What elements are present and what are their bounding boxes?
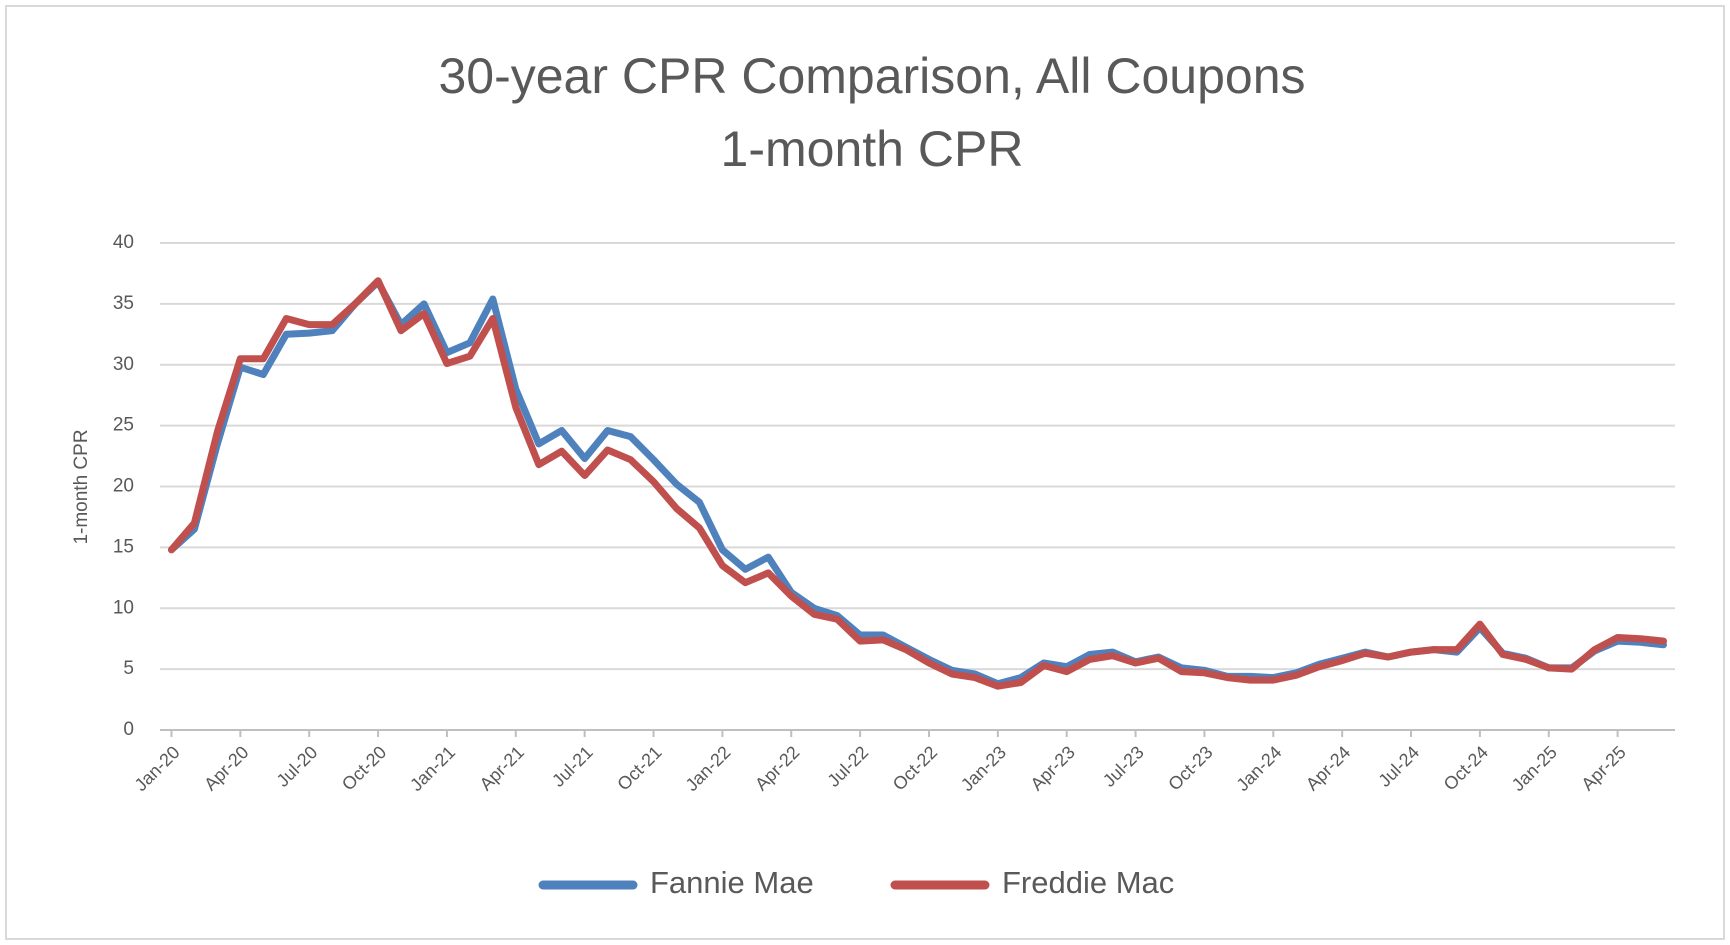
line-series: [168, 277, 1667, 690]
y-tick-label: 40: [113, 232, 134, 253]
legend-label: Freddie Mac: [1002, 865, 1174, 900]
chart-title: 30-year CPR Comparison, All Coupons: [438, 48, 1305, 104]
y-tick-label: 5: [123, 658, 134, 679]
y-tick-label: 25: [113, 415, 134, 436]
chart-subtitle: 1-month CPR: [721, 121, 1024, 177]
chart-frame: [5, 5, 1725, 940]
legend-label: Fannie Mae: [650, 865, 814, 900]
y-axis-label: 1-month CPR: [71, 429, 92, 544]
y-tick-label: 15: [113, 536, 134, 557]
y-tick-label: 10: [113, 597, 134, 618]
y-tick-label: 0: [123, 719, 134, 740]
y-tick-label: 35: [113, 293, 134, 314]
y-tick-label: 20: [113, 476, 134, 497]
y-tick-label: 30: [113, 354, 134, 375]
